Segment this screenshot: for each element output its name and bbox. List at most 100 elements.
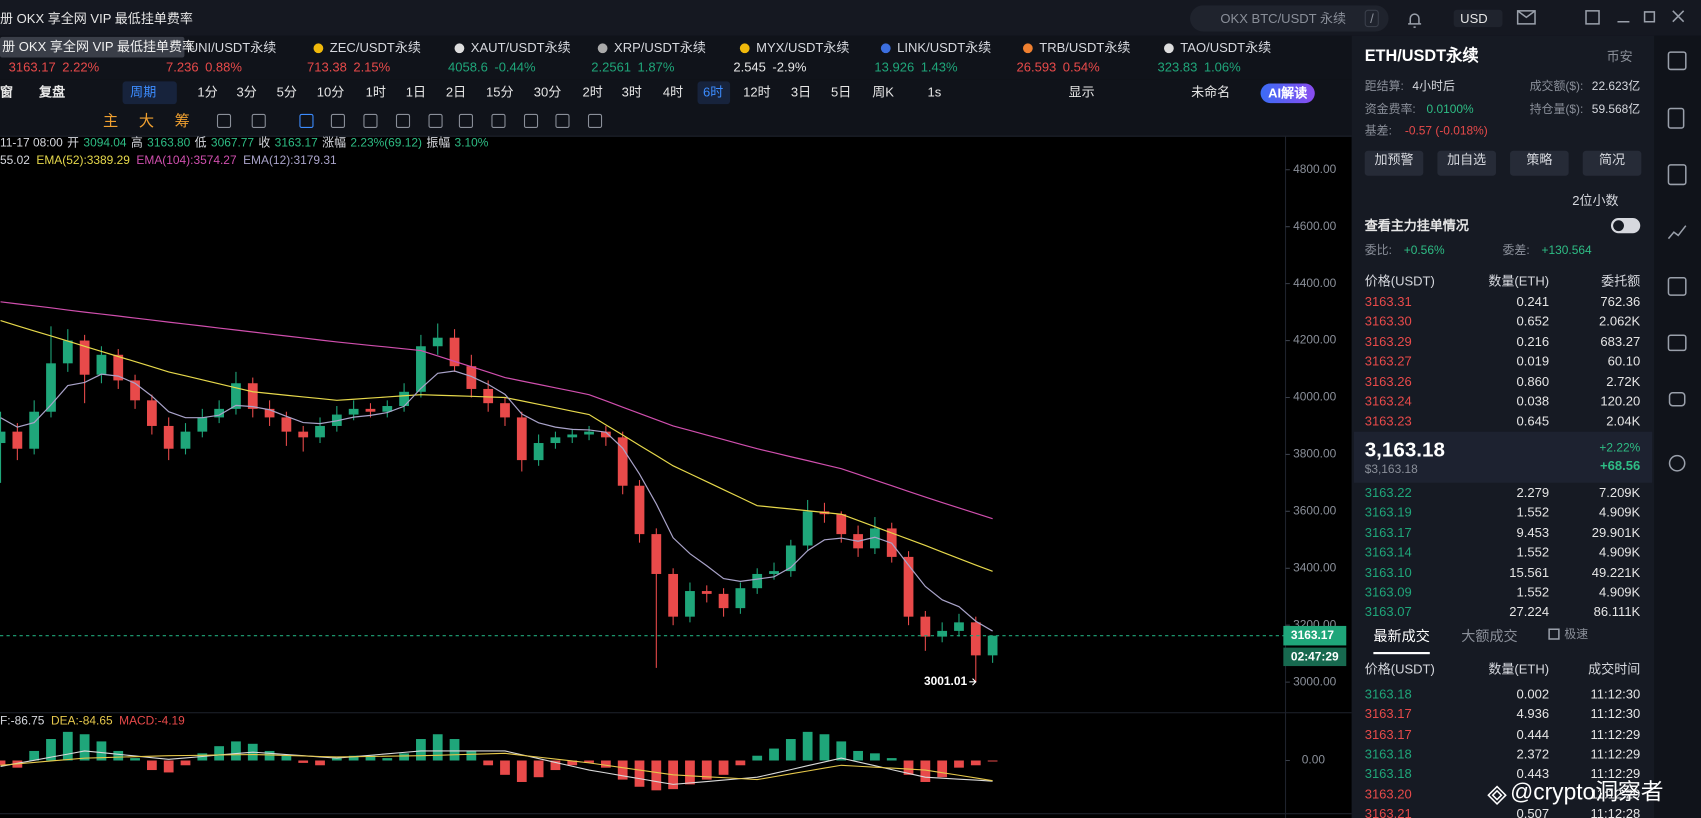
interval[interactable]: 10分 [316,84,345,100]
seconds[interactable]: 1s [927,84,942,100]
tab-active[interactable]: 最新成交 [1373,628,1430,645]
tool-icon[interactable] [491,113,506,129]
layout[interactable]: 未命名 [1191,84,1231,100]
ohlc-item: 开 [67,136,80,150]
indicator[interactable]: 大 [138,111,155,130]
macd-bar [685,760,695,785]
panel-button[interactable]: 加自选 [1437,150,1496,176]
tool-icon[interactable] [428,113,443,129]
ticker-name[interactable]: TRB/USDT永续 [1039,40,1131,56]
book-amount: 762.36 [1600,294,1641,310]
book-qty: 15.561 [1509,564,1550,580]
ticker-price: 7.236 [165,59,199,75]
symbol[interactable]: ETH/USDT永续 [1364,46,1479,66]
display[interactable]: 显示 [1068,84,1095,100]
candle-body [769,571,779,574]
toolbar-replay[interactable]: 复盘 [39,84,66,100]
interval[interactable]: 4时 [662,84,684,100]
interval[interactable]: 2时 [582,84,603,100]
ratio-label: 委比: [1364,244,1392,258]
macd-bar [46,739,56,761]
tab[interactable]: 大额成交 [1461,628,1518,645]
tool-icon[interactable] [251,113,266,129]
tool-icon[interactable] [395,113,411,129]
tool-icon[interactable] [299,113,314,129]
candle-body [718,593,729,609]
tool-icon[interactable] [330,113,345,129]
mid-price-box [1353,431,1653,483]
panel-button[interactable]: 策略 [1510,150,1569,176]
ohlc-item: 11-17 08:00 [0,136,63,150]
price-tag-label: 3163.17 [1291,628,1334,642]
interval[interactable]: 12时 [743,84,771,100]
macd-bar [802,731,813,761]
interval[interactable]: 5分 [276,84,297,100]
candle-body [432,337,443,347]
tool-icon[interactable] [216,113,232,129]
book-amount: 4.909K [1598,504,1641,521]
ticker-name[interactable]: XRP/USDT永续 [614,40,706,56]
interval[interactable]: 1日 [405,84,426,100]
last-usd: $3,163.18 [1364,463,1418,477]
candle-body [735,588,746,609]
interval[interactable]: 周K [872,84,894,100]
currency[interactable]: USD [1453,9,1503,28]
depth-link[interactable]: 查看主力挂单情况 [1364,218,1469,234]
precision[interactable]: 2位小数 [1572,193,1619,209]
indicator[interactable]: 主 [103,111,119,130]
ticker-name[interactable]: LINK/USDT永续 [897,40,992,56]
macd-bar [214,746,225,761]
ohlc-item: 涨幅 [322,136,347,150]
ticker-name[interactable]: TAO/USDT永续 [1180,40,1272,56]
ticker-values: 713.38 2.15% [307,59,390,76]
interval[interactable]: 30分 [533,84,562,100]
tool-icon[interactable] [458,113,473,129]
col-header[interactable]: 委托额 [1601,273,1641,289]
ticker-name[interactable]: UNI/USDT永续 [188,40,277,56]
candle-body [483,388,494,404]
exchange[interactable]: 币安 [1606,48,1633,65]
col-header[interactable]: 数量(ETH) [1488,273,1550,289]
tool-icon[interactable] [587,113,603,129]
interval[interactable]: 5日 [830,84,852,100]
interval[interactable]: 3时 [621,84,642,100]
ticker-icon [739,43,750,54]
tool-icon[interactable] [363,113,378,129]
ticker-values: 323.83 1.06% [1158,59,1241,76]
stat-value: 0.0100% [1426,103,1474,117]
ticker-name[interactable]: ZEC/USDT永续 [329,40,421,56]
interval[interactable]: 1时 [365,84,386,100]
trade-price: 3163.18 [1364,686,1412,702]
panel-button[interactable]: 简况 [1582,150,1642,176]
fast[interactable]: 极速 [1564,628,1589,642]
ticker-change: 0.88% [205,59,242,75]
search-box[interactable] [1190,5,1389,32]
interval[interactable]: 6时 [702,84,724,100]
tool-icon[interactable] [555,113,570,129]
toolbar-window[interactable]: 窗 [0,84,14,100]
col-header[interactable]: 数量(ETH) [1488,661,1550,677]
book-qty: 0.019 [1516,353,1550,370]
col-header[interactable]: 成交时间 [1588,661,1641,677]
ticker-values: 2.545 -2.9% [733,59,806,76]
interval[interactable]: 15分 [485,84,514,100]
indicator[interactable]: 筹 [174,111,190,130]
change: +68.56 [1600,457,1641,474]
interval[interactable]: 3日 [790,84,812,100]
interval[interactable]: 3分 [236,84,257,100]
interval[interactable]: 1分 [197,84,218,100]
ticker-values: 7.236 0.88% [166,59,242,76]
book-qty: 0.241 [1516,294,1550,310]
ticker-name[interactable]: MYX/USDT永续 [756,40,850,56]
panel-button[interactable]: 加预警 [1364,150,1424,176]
ticker-name[interactable]: XAUT/USDT永续 [470,40,571,56]
period[interactable]: 周期 [130,84,157,100]
y-tick-label: 3800.00 [1293,447,1336,461]
book-qty: 1.552 [1516,584,1550,600]
tool-icon[interactable] [523,113,539,129]
top-bar [0,0,1701,36]
interval-active-bg [697,81,731,105]
interval[interactable]: 2日 [445,84,467,100]
ai-button[interactable]: AI解读 [1260,83,1315,104]
tab-underline [1373,652,1430,655]
